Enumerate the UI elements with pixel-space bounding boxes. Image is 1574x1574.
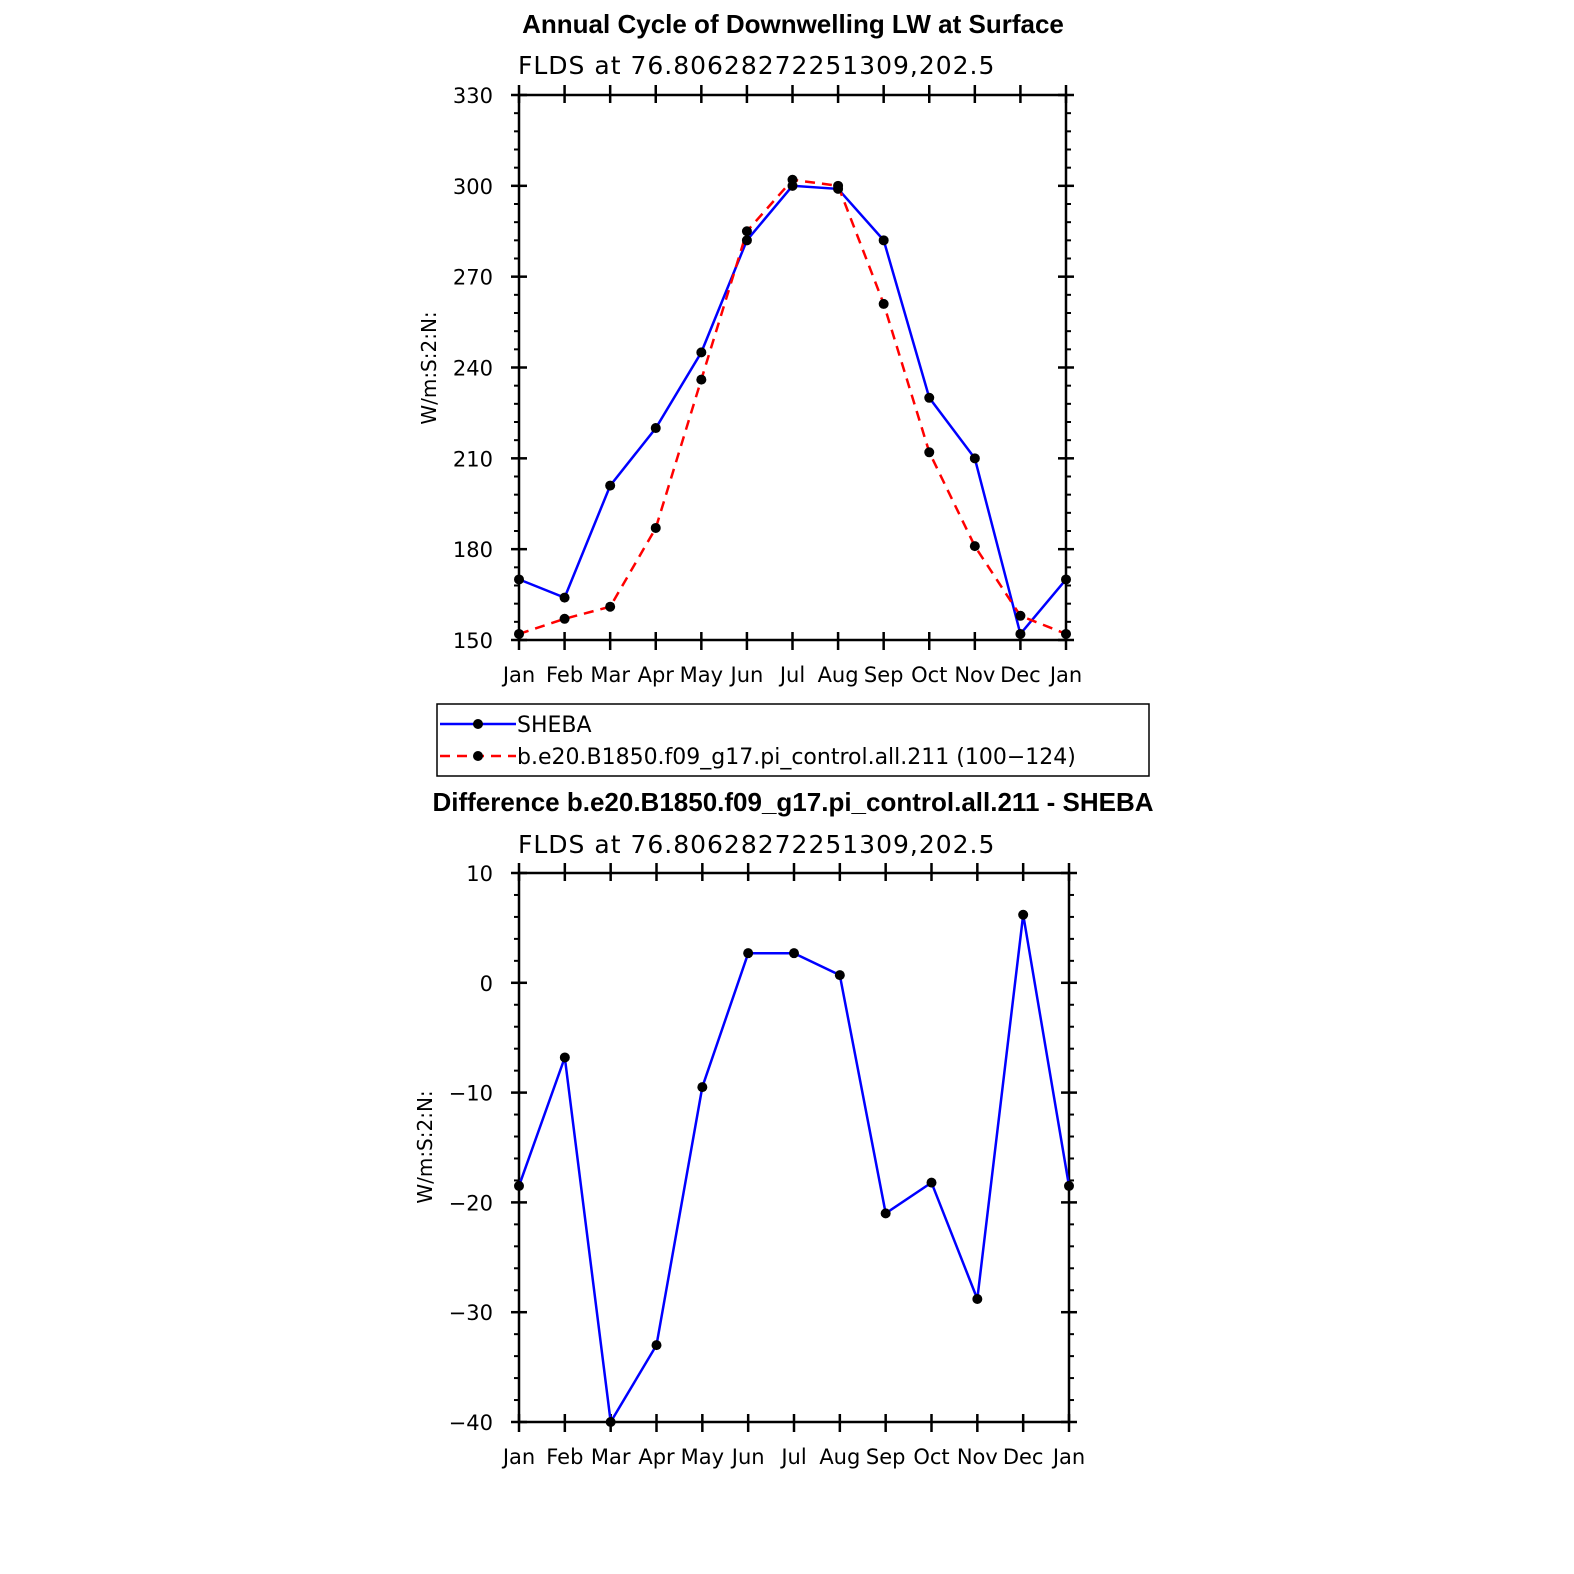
x-tick-label: Sep <box>864 663 904 687</box>
data-point-0 <box>789 948 799 959</box>
data-point-1 <box>650 522 661 533</box>
data-point-1 <box>696 374 707 385</box>
data-point-0 <box>697 1082 708 1093</box>
legend-label-model: b.e20.B1850.f09_g17.pi_control.all.211 (… <box>517 745 1076 770</box>
chart-marks: 150 180 210 240 270 300 330 Jan Feb Mar Apr May Jun J… <box>453 84 1082 687</box>
y-tick-label: 210 <box>453 447 493 471</box>
x-tick-label: Dec <box>1003 1445 1044 1469</box>
x-tick-label: Sep <box>866 1445 906 1469</box>
series-line-0 <box>517 914 1071 1426</box>
x-tick-label: Jan <box>501 1445 535 1469</box>
x-tick-label: Nov <box>954 663 995 687</box>
y-tick-label: 240 <box>453 357 493 381</box>
legend: SHEBA b.e20.B1850.f09_g17.pi_control.all… <box>436 703 1150 777</box>
y-tick-label: 10 <box>466 862 493 886</box>
x-tick-label: Aug <box>818 663 859 687</box>
series-line-0 <box>518 184 1067 637</box>
y-tick-label: −30 <box>449 1301 493 1325</box>
y-tick-label: 330 <box>453 84 493 108</box>
legend-label-sheba: SHEBA <box>517 713 592 738</box>
y-tick-label: −10 <box>449 1082 493 1106</box>
chart-title: Difference b.e20.B1850.f09_g17.pi_contro… <box>432 787 1153 817</box>
x-tick-label: Oct <box>911 663 947 687</box>
y-tick-label: 300 <box>453 175 493 199</box>
x-tick-label: Oct <box>913 1445 949 1469</box>
data-point-1 <box>924 447 935 458</box>
data-point-0 <box>834 970 845 981</box>
annual-cycle-chart: Annual Cycle of Downwelling LW at Surfac… <box>417 9 1082 687</box>
legend-marker-model <box>473 751 483 761</box>
data-point-0 <box>1061 574 1071 585</box>
data-point-0 <box>651 1340 662 1351</box>
data-point-0 <box>514 574 524 585</box>
legend-box <box>436 703 1150 777</box>
x-tick-label: Jul <box>779 1445 806 1469</box>
data-point-0 <box>605 480 616 491</box>
data-point-0 <box>650 423 661 434</box>
x-tick-label: Apr <box>638 1445 675 1469</box>
data-point-1 <box>787 174 798 185</box>
data-point-1 <box>969 541 980 552</box>
data-point-1 <box>833 180 844 191</box>
data-point-0 <box>605 1417 616 1427</box>
difference-chart: Difference b.e20.B1850.f09_g17.pi_contro… <box>413 787 1154 1469</box>
data-point-0 <box>1015 628 1026 639</box>
chart-subtitle: FLDS at 76.80628272251309,202.5 <box>518 51 995 80</box>
data-point-0 <box>1018 909 1029 920</box>
y-tick-label: −40 <box>449 1411 493 1435</box>
y-tick-label: 0 <box>480 972 493 996</box>
x-tick-label: May <box>681 1445 724 1469</box>
x-tick-label: Jan <box>1051 1445 1085 1469</box>
y-tick-label: 270 <box>453 266 493 290</box>
data-point-0 <box>741 235 752 246</box>
chart-subtitle: FLDS at 76.80628272251309,202.5 <box>518 830 995 859</box>
x-tick-label: May <box>680 663 723 687</box>
data-point-0 <box>972 1294 983 1305</box>
y-tick-label: 150 <box>453 629 493 653</box>
data-point-0 <box>969 453 980 464</box>
y-axis-label: W/m:S:2:N: <box>413 1090 437 1203</box>
data-point-1 <box>1061 628 1071 639</box>
chart-title: Annual Cycle of Downwelling LW at Surfac… <box>522 9 1064 39</box>
data-point-0 <box>926 1177 937 1188</box>
x-tick-label: Apr <box>638 663 675 687</box>
y-axis-label: W/m:S:2:N: <box>417 311 441 424</box>
data-point-0 <box>1064 1180 1074 1191</box>
x-tick-label: Jan <box>501 663 535 687</box>
data-point-1 <box>514 628 524 639</box>
y-tick-label: −20 <box>449 1191 493 1215</box>
data-point-0 <box>514 1180 524 1191</box>
data-point-0 <box>924 392 935 403</box>
x-tick-label: Feb <box>546 663 583 687</box>
data-point-0 <box>743 948 754 959</box>
chart-marks: −40 −30 −20 −10 0 10 Jan Feb Mar Apr May Jun Jul Aug S… <box>449 862 1086 1469</box>
x-tick-label: Jun <box>729 663 764 687</box>
data-point-0 <box>880 1208 891 1219</box>
data-point-0 <box>559 1052 570 1063</box>
x-tick-label: Feb <box>546 1445 583 1469</box>
data-point-0 <box>696 347 707 358</box>
data-point-1 <box>559 613 570 624</box>
x-tick-label: Jan <box>1048 663 1082 687</box>
data-point-1 <box>878 298 889 309</box>
legend-marker-sheba <box>473 719 483 729</box>
y-tick-label: 180 <box>453 538 493 562</box>
x-tick-label: Nov <box>957 1445 998 1469</box>
x-tick-label: Jun <box>730 1445 765 1469</box>
x-tick-label: Aug <box>819 1445 860 1469</box>
x-tick-label: Mar <box>591 1445 631 1469</box>
x-tick-label: Jul <box>778 663 805 687</box>
data-point-1 <box>605 601 616 612</box>
data-point-1 <box>741 226 752 237</box>
data-point-0 <box>559 592 570 603</box>
data-point-1 <box>1015 610 1026 621</box>
series-line-1 <box>518 178 1067 636</box>
x-tick-label: Mar <box>590 663 630 687</box>
data-point-0 <box>878 235 889 246</box>
x-tick-label: Dec <box>1000 663 1041 687</box>
